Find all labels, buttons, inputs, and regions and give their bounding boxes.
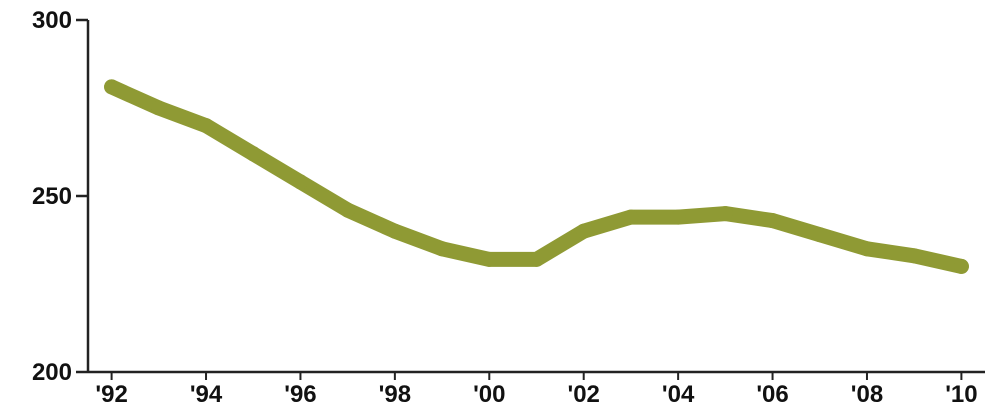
- data-point: [859, 241, 875, 257]
- data-point: [765, 213, 781, 229]
- data-point: [529, 251, 544, 267]
- x-tick-label: '92: [95, 381, 127, 407]
- y-axis-ticks: 200 250 300: [32, 7, 88, 386]
- data-point: [670, 209, 686, 225]
- series-layer: [104, 79, 969, 274]
- x-axis-ticks: '92 '94 '96 '98 '00 '02 '04 '06 '08 '10: [95, 372, 978, 407]
- data-point: [292, 174, 308, 190]
- x-tick-label: '96: [284, 381, 316, 407]
- data-point: [717, 206, 733, 222]
- x-tick-label: '02: [568, 381, 600, 407]
- x-tick-label: '08: [851, 381, 883, 407]
- y-tick-label: 300: [32, 7, 72, 34]
- x-tick-label: '94: [190, 381, 223, 407]
- data-point: [245, 146, 261, 162]
- data-point: [481, 251, 497, 267]
- data-point: [151, 100, 167, 116]
- data-point: [953, 258, 969, 274]
- chart-axes: [86, 20, 985, 374]
- data-point: [576, 223, 592, 239]
- x-tick-label: '10: [945, 381, 977, 407]
- y-tick-label: 200: [32, 359, 72, 386]
- data-point: [340, 202, 356, 218]
- x-tick-label: '06: [756, 381, 788, 407]
- data-point: [812, 227, 828, 243]
- data-point: [434, 241, 450, 257]
- x-tick-label: '04: [662, 381, 695, 407]
- data-point: [387, 223, 403, 239]
- y-tick-label: 250: [32, 183, 72, 210]
- data-point: [623, 209, 639, 225]
- series-line: [104, 79, 969, 274]
- data-point: [198, 118, 214, 134]
- data-point: [906, 248, 922, 264]
- data-point: [104, 79, 120, 95]
- x-tick-label: '00: [473, 381, 505, 407]
- x-tick-label: '98: [379, 381, 411, 407]
